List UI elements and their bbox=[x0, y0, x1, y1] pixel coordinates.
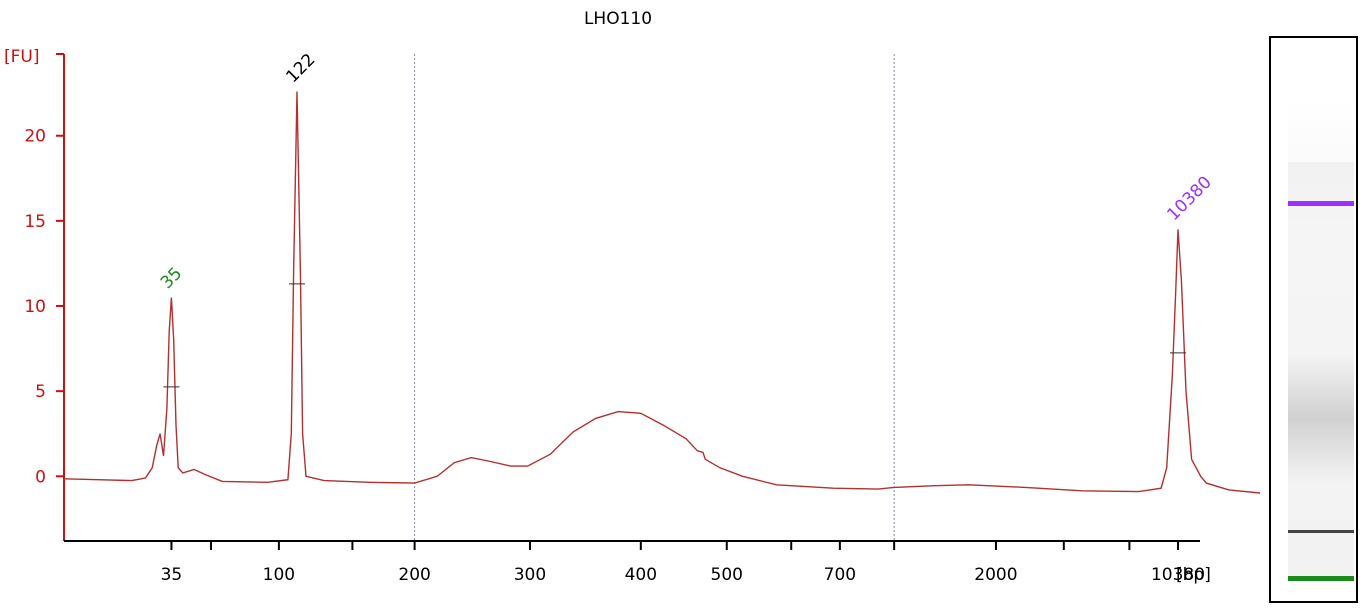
peak-label-122: 122 bbox=[282, 50, 319, 87]
gel-smear-1 bbox=[1288, 101, 1354, 232]
x-tick-label-10380: 10380 bbox=[1151, 565, 1205, 585]
gel-lane bbox=[1288, 101, 1354, 581]
x-axis-label: [bp] bbox=[1176, 565, 1211, 585]
gel-band-2 bbox=[1288, 575, 1354, 581]
x-tick-label-100: 100 bbox=[263, 565, 295, 585]
y-axis-label: [FU] bbox=[4, 47, 40, 67]
electropherogram-plot: LHO110 [FU] [bp] 0 5 10 15 20 35 100 200 300 400 5… bbox=[4, 9, 1260, 585]
x-tick-label-2000: 2000 bbox=[974, 565, 1017, 585]
y-tick-label-0: 0 bbox=[35, 467, 46, 487]
y-tick-label-10: 10 bbox=[24, 297, 46, 317]
electropherogram: LHO110 [FU] [bp] 0 5 10 15 20 35 100 200 300 400 5… bbox=[4, 9, 1260, 585]
x-tick-label-200: 200 bbox=[398, 565, 430, 585]
x-tick-label-400: 400 bbox=[625, 565, 657, 585]
gel-band-0 bbox=[1288, 200, 1354, 206]
y-tick-label-15: 15 bbox=[24, 212, 46, 232]
y-tick-label-5: 5 bbox=[35, 382, 46, 402]
x-tick-label-700: 700 bbox=[824, 565, 856, 585]
peak-label-10380: 10380 bbox=[1163, 173, 1215, 225]
x-tick-label-300: 300 bbox=[514, 565, 546, 585]
fluorescence-trace bbox=[63, 91, 1260, 494]
peak-label-35: 35 bbox=[157, 264, 186, 293]
chart-title: LHO110 bbox=[584, 9, 652, 29]
gel-image bbox=[1269, 36, 1358, 603]
gel-smear-0 bbox=[1288, 352, 1354, 483]
gel-band-1 bbox=[1288, 529, 1354, 533]
x-tick-label-35: 35 bbox=[161, 565, 183, 585]
y-tick-label-20: 20 bbox=[24, 127, 46, 147]
x-tick-label-500: 500 bbox=[711, 565, 743, 585]
